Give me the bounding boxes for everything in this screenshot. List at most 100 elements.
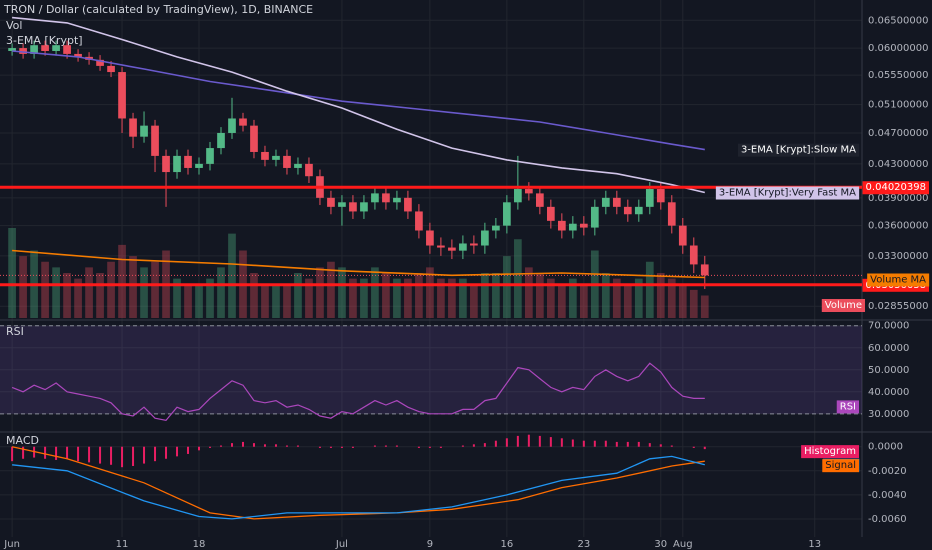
histogram-bar	[428, 446, 431, 448]
series-label: 3-EMA [Krypt]:Very Fast MA	[719, 188, 856, 199]
volume-bar	[481, 273, 489, 318]
candle-body	[228, 118, 236, 133]
candle-body	[118, 72, 126, 119]
rsi-band	[0, 325, 862, 414]
volume-bar	[601, 273, 610, 318]
volume-bar	[393, 278, 401, 318]
candle-body	[426, 230, 434, 246]
histogram-bar	[637, 441, 640, 447]
candle-body	[590, 206, 599, 228]
volume-bar	[426, 267, 434, 318]
candle-body	[557, 220, 566, 231]
candle-body	[162, 155, 170, 173]
candle-body	[382, 193, 390, 203]
histogram-bar	[604, 440, 607, 447]
y-tick-label: -0.0060	[868, 514, 907, 525]
volume-bar	[382, 273, 390, 318]
volume-bar	[415, 273, 423, 318]
candle-body	[349, 202, 357, 212]
histogram-bar	[648, 443, 651, 447]
y-tick-label: 30.0000	[868, 409, 909, 420]
candle-body	[371, 193, 379, 203]
y-tick-label: 50.0000	[868, 365, 909, 376]
histogram-label-box	[801, 445, 859, 459]
histogram-bar	[659, 444, 662, 447]
candle-body	[459, 243, 467, 251]
candle-body	[41, 45, 49, 51]
candle-body	[437, 245, 445, 248]
volume-bar	[514, 239, 522, 318]
rsi-line	[11, 362, 705, 422]
y-tick-label: 0.05100000	[868, 100, 928, 111]
volume-bar	[118, 244, 126, 318]
volume-bar	[371, 267, 379, 318]
candle-body	[261, 151, 269, 160]
candle-body	[503, 202, 511, 226]
histogram-bar	[219, 445, 222, 447]
volume-bar	[667, 278, 676, 318]
histogram-bar	[44, 446, 47, 459]
volume-bar	[41, 261, 49, 318]
candle-body	[393, 197, 401, 203]
candle-body	[448, 247, 456, 251]
volume-bar	[360, 278, 368, 318]
candle-body	[404, 197, 412, 212]
volume-bar	[107, 261, 115, 318]
grid	[0, 0, 862, 537]
x-tick-label: Jul	[335, 539, 348, 550]
histogram-bar	[329, 446, 332, 448]
macd-line	[12, 455, 705, 520]
candle-body	[206, 148, 214, 164]
volume-bar	[272, 284, 280, 318]
volume-bar	[184, 284, 192, 318]
histogram-bar	[176, 446, 179, 457]
histogram-bar	[692, 446, 695, 448]
histogram-bar	[252, 443, 255, 447]
volume-label-box	[821, 299, 865, 312]
series-label: Signal	[825, 460, 856, 471]
volume-bar	[349, 278, 357, 318]
volume-bar	[700, 295, 709, 318]
pane-title: MACD	[6, 434, 39, 447]
candle-body	[645, 189, 654, 207]
series-label-box	[836, 400, 859, 414]
histogram-bar	[417, 446, 420, 448]
y-tick-label: 0.05550000	[868, 70, 928, 81]
histogram-bar	[318, 446, 321, 448]
histogram-bar	[132, 446, 135, 466]
series-label: 3-EMA [Krypt]:Slow MA	[741, 145, 856, 156]
candle-body	[151, 125, 159, 156]
candle-body	[96, 59, 104, 66]
candle-body	[294, 163, 302, 168]
candle-body	[568, 223, 577, 231]
volume-label: Volume	[825, 300, 862, 311]
candle-body	[360, 202, 368, 212]
series-label: Volume MA	[870, 275, 926, 286]
histogram-bar	[351, 446, 354, 448]
volume-bar	[612, 278, 621, 318]
candle-body	[305, 163, 313, 177]
volume-bar	[283, 284, 291, 318]
volume-bar	[536, 273, 544, 318]
candle-body	[470, 243, 478, 246]
histogram-bar	[549, 437, 552, 447]
histogram-bar	[88, 446, 91, 463]
x-tick-label: 13	[808, 539, 821, 550]
candle-body	[525, 189, 533, 194]
volume-bar	[678, 284, 687, 318]
histogram-bar	[461, 445, 464, 447]
histogram-bar	[121, 446, 124, 468]
histogram-bar	[285, 445, 288, 447]
y-tick-label: 0.04700000	[868, 128, 928, 139]
candle-body	[514, 189, 522, 203]
histogram-bar	[626, 441, 629, 447]
x-tick-label: 23	[577, 539, 590, 550]
histogram-bar	[22, 446, 25, 459]
volume-bar	[568, 278, 577, 318]
y-tick-label: 0.06500000	[868, 15, 928, 26]
candle-body	[52, 45, 60, 51]
histogram-bar	[516, 435, 519, 447]
histogram-bar	[154, 446, 157, 462]
horizontal-line-label: 0.04020398	[866, 182, 926, 193]
histogram-bar	[472, 444, 475, 447]
